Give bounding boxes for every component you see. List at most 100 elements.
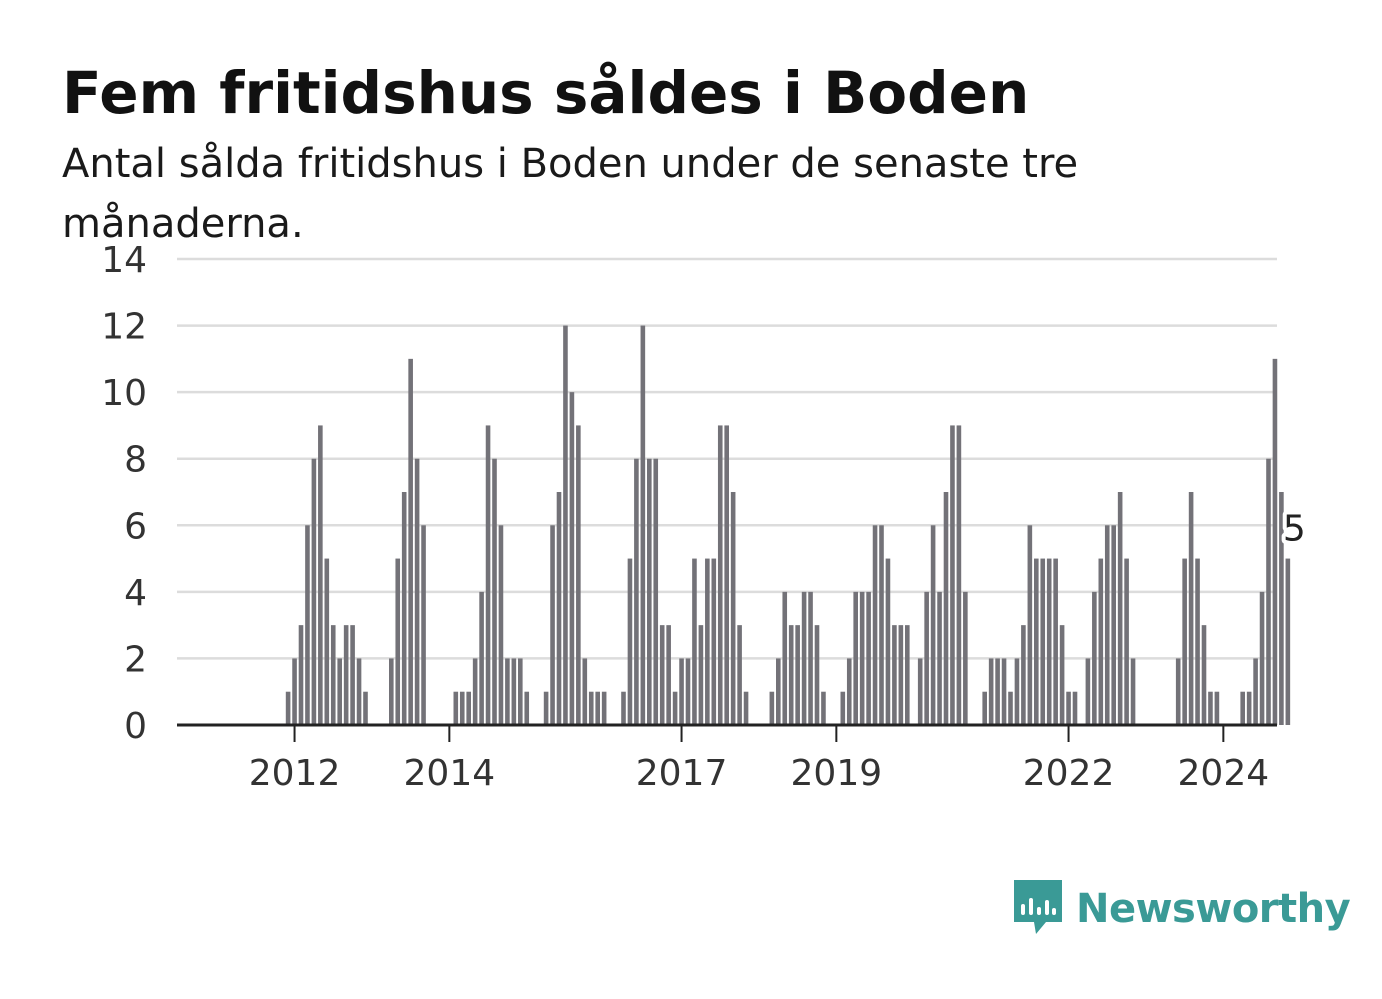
bar [788, 625, 794, 725]
bar [995, 658, 1000, 725]
bar [647, 458, 652, 725]
y-tick-label: 8 [124, 440, 147, 481]
bar [285, 691, 291, 725]
bar [1053, 558, 1058, 725]
bar [730, 492, 736, 725]
y-tick-label: 0 [124, 706, 147, 747]
bar [679, 658, 684, 725]
bar [892, 625, 897, 725]
bar [711, 558, 717, 725]
bar [569, 392, 575, 725]
bar [924, 591, 929, 725]
bar [350, 625, 355, 725]
bar [898, 625, 904, 725]
y-axis-ticks: 0 2 4 6 8 10 12 14 [101, 240, 147, 747]
bar [905, 625, 910, 725]
y-tick-label: 6 [124, 506, 147, 547]
bar [1027, 525, 1033, 725]
bar [808, 591, 813, 725]
brand-logo: Newsworthy [1012, 878, 1351, 940]
bar [1130, 658, 1136, 725]
bar [621, 691, 626, 725]
brand-name: Newsworthy [1076, 886, 1351, 932]
bar [1124, 558, 1129, 725]
bar [414, 458, 420, 725]
bar [459, 691, 465, 725]
bar [1240, 691, 1245, 725]
bar [511, 658, 517, 725]
bar [937, 591, 942, 725]
bar [1046, 558, 1052, 725]
bar [505, 658, 510, 725]
bar [305, 525, 310, 725]
bar [814, 625, 820, 725]
bar [311, 458, 317, 725]
bar [518, 658, 523, 725]
bar [1195, 558, 1200, 725]
bar [627, 558, 633, 725]
bar [408, 358, 413, 725]
bar [330, 625, 336, 725]
bar [1034, 558, 1039, 725]
bar [879, 525, 884, 725]
bar [640, 325, 646, 725]
bar [801, 591, 807, 725]
bar [672, 691, 678, 725]
bar-chart: 0 2 4 6 8 10 12 14 2012 2014 2017 2019 2022 2024 5 [101, 240, 1310, 794]
highlight-annotation: 5 [1279, 505, 1310, 554]
bar [472, 658, 478, 725]
bar [1021, 625, 1026, 725]
bar [917, 658, 923, 725]
bar [743, 691, 749, 725]
bar [318, 425, 323, 725]
bar [1001, 658, 1007, 725]
bar [634, 458, 639, 725]
bar [666, 625, 671, 725]
newsworthy-logo-icon [1014, 880, 1062, 934]
bar [1117, 492, 1123, 725]
bar [653, 458, 659, 725]
bar [717, 425, 723, 725]
bar [698, 625, 704, 725]
bar [563, 325, 568, 725]
bar [1285, 558, 1291, 725]
bar [1253, 658, 1258, 725]
bar [866, 591, 871, 725]
bar [1098, 558, 1104, 725]
bar [1008, 691, 1013, 725]
bars [285, 325, 1291, 725]
bar [1279, 492, 1284, 725]
bar [1072, 691, 1078, 725]
bar [1040, 558, 1046, 725]
bar [872, 525, 878, 725]
bar [550, 525, 555, 725]
bar [543, 691, 549, 725]
bar [982, 691, 987, 725]
chart-subtitle: Antal sålda fritidshus i Boden under de … [62, 141, 1079, 247]
bar [1092, 591, 1097, 725]
bar [1266, 458, 1271, 725]
chart-title: Fem fritidshus såldes i Boden [62, 59, 1030, 127]
bar [859, 591, 865, 725]
bar [930, 525, 936, 725]
y-tick-label: 4 [124, 573, 147, 614]
bar [737, 625, 742, 725]
bar [853, 591, 858, 725]
bar [988, 658, 994, 725]
bar [588, 691, 594, 725]
bar [395, 558, 401, 725]
bar [1111, 525, 1116, 725]
bar [1201, 625, 1207, 725]
highlight-value-label: 5 [1283, 509, 1306, 550]
x-tick-label: 2017 [636, 753, 728, 794]
bar [1272, 358, 1278, 725]
bar [769, 691, 775, 725]
bar [337, 658, 342, 725]
x-tick-label: 2019 [791, 753, 883, 794]
bar [1059, 625, 1065, 725]
bar [1014, 658, 1020, 725]
bar [292, 658, 297, 725]
bar [1246, 691, 1252, 725]
bar [343, 625, 349, 725]
x-tick-label: 2012 [249, 753, 341, 794]
